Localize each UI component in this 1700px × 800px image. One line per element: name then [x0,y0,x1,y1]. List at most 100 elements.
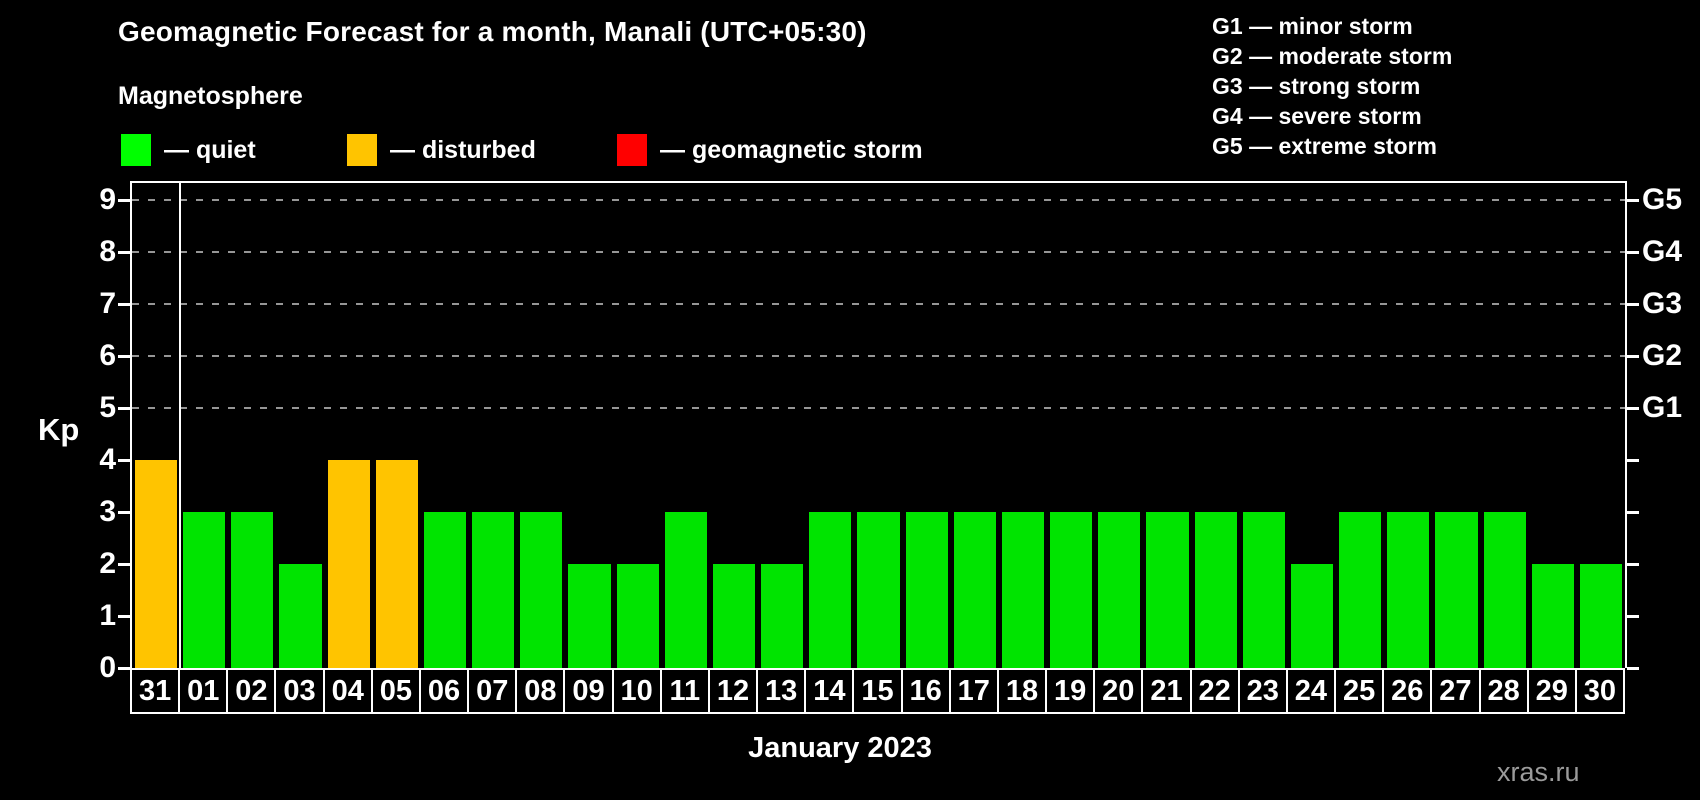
day-label-09: 09 [563,668,614,714]
day-label-12: 12 [707,668,759,714]
bar-day-15 [857,512,900,668]
y-tick-label-8: 8 [99,235,116,268]
bar-day-02 [231,512,274,668]
bar-day-29 [1531,564,1574,668]
chart-subtitle: Magnetosphere [118,82,303,110]
storm-color-swatch [617,134,647,166]
right-tick-9 [1627,199,1639,202]
day-label-01: 01 [178,668,229,714]
g-scale-label-G5: G5 [1642,183,1683,216]
g-scale-label-G2: G2 [1642,339,1683,372]
disturbed-color-swatch [347,134,377,166]
bar-day-20 [1098,512,1141,668]
bar-day-24 [1290,564,1334,668]
bar-day-06 [423,512,467,668]
y-tick-2 [118,563,130,566]
bar-day-22 [1194,512,1237,668]
day-label-25: 25 [1334,668,1385,714]
bar-day-04 [327,460,370,668]
bar-day-23 [1242,512,1285,668]
day-label-29: 29 [1526,668,1577,714]
right-tick-5 [1627,407,1639,410]
g-scale-label-G3: G3 [1642,287,1683,320]
day-label-30: 30 [1574,668,1625,714]
bar-day-25 [1339,512,1382,668]
month-separator-line [179,181,182,668]
day-label-20: 20 [1093,668,1144,714]
plot-top-border [130,181,1627,183]
day-label-10: 10 [611,668,662,714]
bar-day-14 [809,512,852,668]
bar-day-30 [1579,564,1622,668]
page-title: Geomagnetic Forecast for a month, Manali… [118,16,867,47]
y-axis-title: Kp [38,412,80,447]
bar-day-28 [1483,512,1526,668]
y-tick-label-7: 7 [99,287,116,320]
gridline-kp6 [132,355,1625,357]
y-tick-label-2: 2 [99,547,116,580]
right-tick-7 [1627,303,1639,306]
y-tick-label-1: 1 [99,599,116,632]
legend-item-storm: — geomagnetic storm [617,133,923,167]
storm-scale-item: G3 — strong storm [1212,73,1421,99]
gridline-kp7 [132,303,1625,305]
y-tick-1 [118,615,130,618]
y-tick-label-6: 6 [99,339,116,372]
storm-scale-item: G5 — extreme storm [1212,133,1437,159]
bar-day-09 [568,564,611,668]
bar-day-08 [520,512,563,668]
day-label-04: 04 [322,668,373,714]
bar-day-11 [664,512,707,668]
g-scale-label-G1: G1 [1642,391,1683,424]
y-tick-label-0: 0 [99,651,116,684]
bar-day-21 [1146,512,1189,668]
right-tick-0 [1627,667,1639,670]
y-tick-9 [118,199,130,202]
y-tick-3 [118,511,130,514]
y-tick-7 [118,303,130,306]
day-label-31: 31 [130,668,181,714]
day-label-03: 03 [274,668,325,714]
storm-scale-item: G4 — severe storm [1212,103,1422,129]
legend-label: — quiet [164,135,256,164]
day-label-15: 15 [852,668,903,714]
bar-day-31 [135,460,178,668]
y-tick-label-4: 4 [99,443,116,476]
bar-day-13 [761,564,804,668]
day-label-21: 21 [1141,668,1192,714]
day-label-16: 16 [900,668,951,714]
day-label-26: 26 [1382,668,1433,714]
legend-item-disturbed: — disturbed [347,133,536,167]
quiet-color-swatch [121,134,151,166]
day-label-06: 06 [418,668,470,714]
day-label-13: 13 [756,668,807,714]
right-tick-6 [1627,355,1639,358]
y-tick-label-5: 5 [99,391,116,424]
legend-label: — disturbed [390,135,536,164]
y-tick-label-3: 3 [99,495,116,528]
day-label-14: 14 [804,668,855,714]
bar-day-01 [183,512,226,668]
gridline-kp8 [132,251,1625,253]
day-label-24: 24 [1285,668,1337,714]
day-label-28: 28 [1478,668,1529,714]
x-axis-title: January 2023 [748,732,932,764]
right-tick-2 [1627,563,1639,566]
y-tick-0 [118,667,130,670]
bar-day-10 [616,564,659,668]
right-axis-line [1625,181,1627,668]
y-tick-label-9: 9 [99,183,116,216]
y-tick-5 [118,407,130,410]
day-label-11: 11 [659,668,710,714]
bar-day-26 [1387,512,1430,668]
right-tick-1 [1627,615,1639,618]
day-label-27: 27 [1430,668,1481,714]
g-scale-label-G4: G4 [1642,235,1683,268]
watermark: xras.ru [1497,757,1580,787]
bar-day-17 [953,512,996,668]
gridline-kp5 [132,407,1625,409]
storm-scale-item: G1 — minor storm [1212,13,1413,39]
y-axis-line [130,181,132,668]
day-label-05: 05 [370,668,421,714]
